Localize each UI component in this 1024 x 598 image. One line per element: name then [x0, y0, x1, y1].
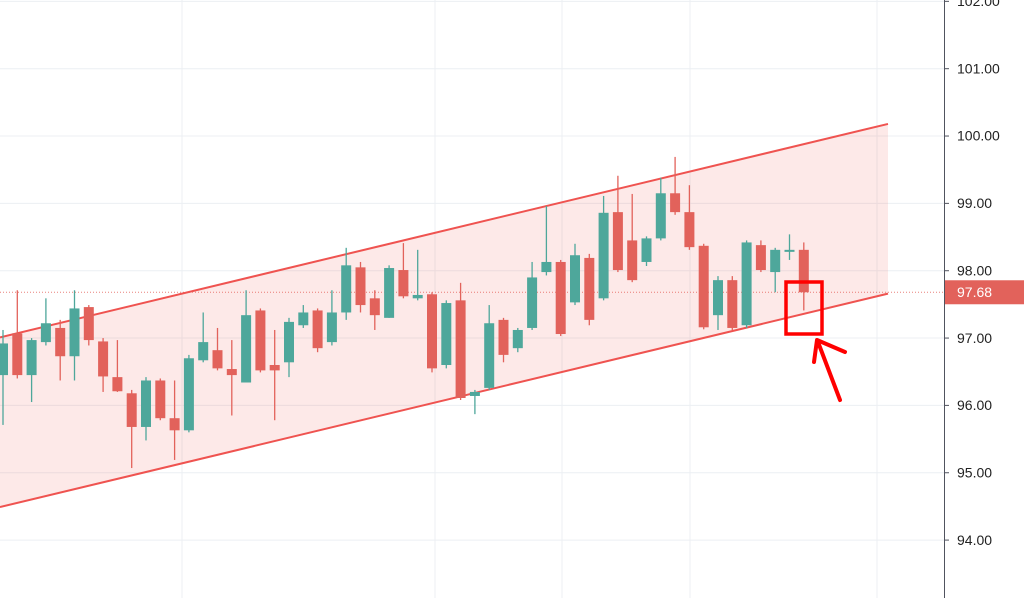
y-tick-label: 97.00: [957, 330, 992, 346]
candle-body: [112, 377, 123, 392]
candle-body: [269, 364, 280, 371]
channel-lower: [0, 292, 889, 509]
last-price-label: 97.68: [957, 284, 992, 300]
candle-body: [555, 261, 566, 335]
candle-body: [398, 270, 409, 297]
candle-body: [498, 319, 509, 355]
candle-body: [427, 294, 437, 369]
candle-body: [212, 350, 223, 369]
candle-body: [298, 312, 309, 326]
candle-body: [284, 321, 294, 363]
highlight-box: [784, 280, 824, 336]
candle-body: [770, 249, 781, 273]
y-tick-label: 99.00: [957, 195, 992, 211]
arrow-shaft: [816, 340, 842, 402]
candle-body: [698, 245, 709, 328]
candle-body: [584, 257, 595, 320]
candle-body: [169, 418, 180, 431]
y-tick-label: 96.00: [957, 397, 992, 413]
candle-body: [655, 193, 666, 239]
last-price-box: [945, 280, 1024, 305]
grid: [0, 0, 944, 541]
candle-body: [798, 249, 809, 293]
candle-body: [598, 212, 609, 299]
candle-body: [384, 268, 395, 318]
y-tick-label: 94.00: [957, 532, 992, 548]
candle-body: [441, 303, 452, 365]
candle-body: [255, 310, 266, 371]
candle-body: [155, 380, 166, 419]
candle-body: [12, 333, 23, 376]
candle-body: [69, 308, 80, 357]
candle-body: [755, 245, 766, 271]
y-tick-label: 98.00: [957, 262, 992, 278]
candle-body: [784, 249, 795, 252]
candle-body: [312, 310, 323, 349]
candle-body: [83, 307, 94, 341]
highlight: [784, 280, 847, 402]
candle-body: [627, 240, 638, 281]
candle-body: [326, 312, 337, 343]
candle-body: [226, 369, 237, 376]
candle-body: [641, 238, 652, 262]
candle-body: [469, 391, 480, 396]
price-axis: 94.00 95.00 96.00 97.00 98.00 99.00 100.00 101.…: [944, 0, 1024, 598]
candle-body: [341, 265, 352, 313]
candle-body: [26, 340, 37, 376]
candle-body: [484, 323, 495, 388]
candle-body: [126, 393, 137, 427]
y-tick-label: 95.00: [957, 464, 992, 480]
candle-body: [741, 242, 752, 326]
candle-body: [684, 212, 695, 248]
candle-body: [455, 300, 466, 398]
y-tick-label: 101.00: [957, 60, 1000, 76]
candle-body: [412, 294, 423, 299]
candle-body: [727, 280, 738, 328]
candle-body: [98, 341, 109, 377]
y-tick-label: 102.00: [957, 0, 1000, 9]
channel-upper: [0, 122, 889, 339]
candle-body: [570, 255, 580, 303]
candle-body: [198, 342, 209, 361]
candle-body: [527, 277, 538, 328]
candles: [0, 156, 809, 469]
candle-body: [369, 298, 380, 316]
candle-body: [183, 358, 194, 431]
candle-body: [670, 193, 681, 213]
candle-body: [355, 267, 366, 306]
candle-body: [40, 323, 51, 343]
candle-body: [241, 315, 252, 383]
candle-body: [541, 261, 552, 273]
arrow-head: [812, 338, 847, 364]
y-tick-label: 100.00: [957, 128, 1000, 144]
candle-body: [713, 280, 723, 316]
candle-body: [0, 343, 8, 376]
candle-body: [612, 212, 623, 271]
candle-body: [55, 327, 66, 357]
candle-body: [141, 380, 151, 427]
candle-body: [512, 329, 523, 349]
